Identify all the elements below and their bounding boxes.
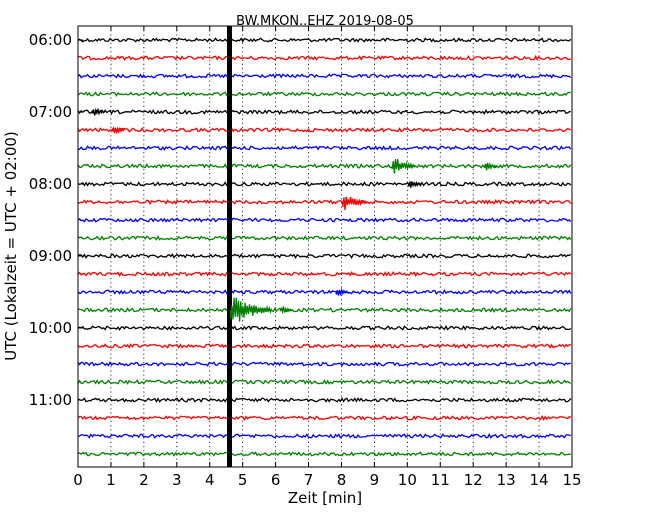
y-axis-ticks: 06:00 07:00 08:00 09:00 10:00 11:00 <box>29 31 83 409</box>
event-layer <box>91 26 497 467</box>
seismogram-trace <box>77 73 572 79</box>
event-wiggle <box>111 125 125 135</box>
seismogram-trace <box>77 343 571 349</box>
y-tick-label: 11:00 <box>29 391 72 409</box>
y-tick-label: 09:00 <box>29 247 72 265</box>
seismogram-trace <box>77 217 572 223</box>
y-tick-label: 07:00 <box>29 103 72 121</box>
x-axis-ticks: 0 1 2 3 4 5 6 7 8 9 10 11 12 13 14 15 <box>73 26 582 489</box>
seismogram-trace <box>77 288 572 295</box>
seismogram-trace <box>77 414 571 422</box>
seismogram-trace <box>77 54 572 61</box>
event-wiggle <box>342 196 367 211</box>
seismogram-trace <box>77 307 572 314</box>
seismogram-trace <box>77 271 572 277</box>
x-tick-label: 9 <box>370 471 380 489</box>
x-tick-label: 2 <box>139 471 149 489</box>
x-tick-label: 3 <box>172 471 182 489</box>
x-tick-label: 15 <box>562 471 581 489</box>
seismogram-trace <box>77 37 572 43</box>
event-wiggle <box>335 287 349 297</box>
event-wiggle <box>279 306 293 315</box>
x-tick-label: 14 <box>530 471 549 489</box>
event-wiggle <box>391 159 416 174</box>
event-wiggle <box>230 297 273 322</box>
y-tick-label: 08:00 <box>29 175 72 193</box>
event-saturated-band <box>226 26 232 467</box>
seismogram-trace <box>77 235 572 241</box>
chart-title: BW.MKON..EHZ 2019-08-05 <box>236 14 414 29</box>
x-axis-label: Zeit [min] <box>288 489 362 507</box>
x-tick-label: 8 <box>337 471 347 489</box>
seismogram-trace <box>77 253 572 259</box>
x-tick-label: 0 <box>73 471 83 489</box>
x-tick-label: 10 <box>398 471 417 489</box>
seismogram-trace <box>77 324 572 332</box>
event-wiggle <box>483 161 497 171</box>
event-wiggle <box>91 107 106 116</box>
event-wiggle <box>407 180 422 188</box>
seismogram-trace <box>77 91 571 97</box>
x-tick-label: 7 <box>304 471 314 489</box>
seismogram-trace <box>77 361 571 367</box>
y-tick-label: 10:00 <box>29 319 72 337</box>
x-tick-label: 4 <box>205 471 215 489</box>
seismogram-trace <box>77 432 571 439</box>
seismogram-trace <box>77 379 571 385</box>
x-tick-label: 6 <box>271 471 281 489</box>
seismogram-trace <box>77 145 572 151</box>
seismogram-trace <box>77 127 571 133</box>
y-tick-label: 06:00 <box>29 31 72 49</box>
x-tick-label: 11 <box>431 471 450 489</box>
seismogram-trace <box>77 181 572 187</box>
x-tick-label: 1 <box>106 471 116 489</box>
seismogram-trace <box>77 199 572 205</box>
x-tick-label: 12 <box>464 471 483 489</box>
seismogram-trace <box>77 108 571 116</box>
seismogram-trace <box>77 451 571 457</box>
seismogram-trace <box>77 397 572 403</box>
x-tick-label: 13 <box>497 471 516 489</box>
x-tick-label: 5 <box>238 471 248 489</box>
plot-frame <box>77 25 573 468</box>
y-axis-label: UTC (Lokalzeit = UTC + 02:00) <box>2 131 20 361</box>
trace-layer <box>77 37 572 457</box>
